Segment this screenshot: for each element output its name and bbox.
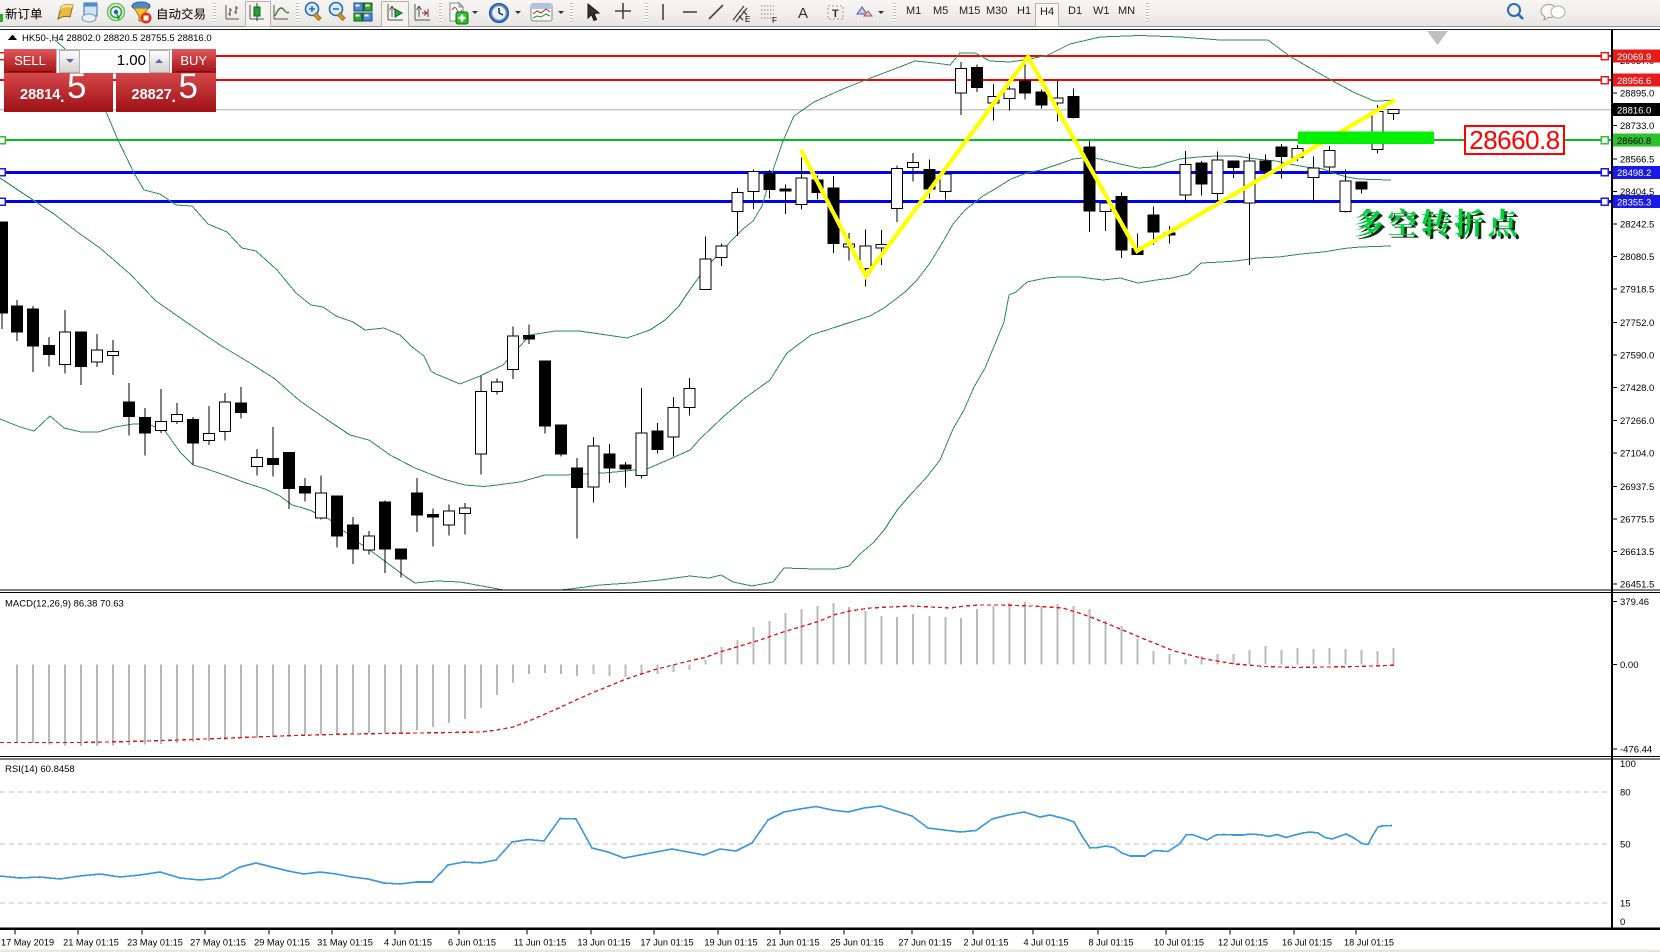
- svg-text:F: F: [772, 16, 777, 25]
- svg-text:21 Jun 01:15: 21 Jun 01:15: [766, 938, 819, 948]
- svg-text:RSI(14) 60.8458: RSI(14) 60.8458: [5, 764, 75, 775]
- svg-text:28566.5: 28566.5: [1620, 154, 1654, 165]
- svg-text:31 May 01:15: 31 May 01:15: [317, 938, 373, 948]
- svg-text:4 Jun 01:15: 4 Jun 01:15: [384, 938, 432, 948]
- svg-text:26451.5: 26451.5: [1620, 579, 1654, 590]
- svg-text:19 Jun 01:15: 19 Jun 01:15: [704, 938, 757, 948]
- svg-text:28733.0: 28733.0: [1620, 121, 1654, 132]
- svg-text:27752.0: 27752.0: [1620, 318, 1654, 329]
- svg-text:0.00: 0.00: [1620, 660, 1639, 671]
- svg-text:27 Jun 01:15: 27 Jun 01:15: [898, 938, 951, 948]
- svg-text:29 May 01:15: 29 May 01:15: [254, 938, 310, 948]
- svg-text:29069.9: 29069.9: [1617, 52, 1651, 63]
- svg-text:100: 100: [1620, 759, 1636, 770]
- svg-text:18 Jul 01:15: 18 Jul 01:15: [1344, 938, 1394, 948]
- svg-text:2 Jul 01:15: 2 Jul 01:15: [964, 938, 1009, 948]
- svg-text:11 Jun 01:15: 11 Jun 01:15: [514, 938, 566, 948]
- svg-text:28080.5: 28080.5: [1620, 252, 1654, 263]
- svg-text:27266.0: 27266.0: [1620, 416, 1654, 427]
- svg-text:8 Jul 01:15: 8 Jul 01:15: [1089, 938, 1134, 948]
- svg-text:10 Jul 01:15: 10 Jul 01:15: [1154, 938, 1204, 948]
- svg-text:12 Jul 01:15: 12 Jul 01:15: [1218, 938, 1268, 948]
- svg-text:379.46: 379.46: [1620, 597, 1649, 608]
- svg-text:28816.0: 28816.0: [1617, 106, 1651, 117]
- svg-text:6 Jun 01:15: 6 Jun 01:15: [448, 938, 496, 948]
- svg-text:13 Jun 01:15: 13 Jun 01:15: [577, 938, 630, 948]
- svg-text:27104.0: 27104.0: [1620, 448, 1654, 459]
- svg-text:17 Jun 01:15: 17 Jun 01:15: [640, 938, 693, 948]
- svg-text:28956.6: 28956.6: [1617, 76, 1651, 87]
- svg-text:E: E: [745, 15, 750, 24]
- svg-text:27 May 01:15: 27 May 01:15: [190, 938, 246, 948]
- svg-text:28895.0: 28895.0: [1620, 89, 1654, 100]
- svg-text:26937.5: 26937.5: [1620, 482, 1654, 493]
- svg-text:17 May 2019: 17 May 2019: [1, 938, 54, 948]
- svg-text:28498.2: 28498.2: [1617, 168, 1651, 179]
- svg-text:28355.3: 28355.3: [1617, 197, 1651, 208]
- svg-text:HK50-,H4 28802.0 28820.5 2875: HK50-,H4 28802.0 28820.5 28755.5 28816.0: [22, 33, 212, 44]
- svg-text:50: 50: [1620, 839, 1631, 850]
- svg-text:27428.0: 27428.0: [1620, 383, 1654, 394]
- svg-text:16 Jul 01:15: 16 Jul 01:15: [1282, 938, 1332, 948]
- svg-text:0: 0: [1620, 917, 1625, 928]
- svg-text:28660.8: 28660.8: [1617, 136, 1651, 147]
- svg-text:27590.0: 27590.0: [1620, 351, 1654, 362]
- svg-text:27918.5: 27918.5: [1620, 285, 1654, 296]
- svg-text:21 May 01:15: 21 May 01:15: [63, 938, 119, 948]
- svg-text:T: T: [832, 8, 839, 20]
- svg-text:MACD(12,26,9) 86.38 70.63: MACD(12,26,9) 86.38 70.63: [5, 599, 124, 610]
- svg-text:80: 80: [1620, 788, 1631, 799]
- svg-text:28404.5: 28404.5: [1620, 187, 1654, 198]
- svg-text:25 Jun 01:15: 25 Jun 01:15: [830, 938, 883, 948]
- svg-text:15: 15: [1620, 898, 1631, 909]
- svg-text:4 Jul 01:15: 4 Jul 01:15: [1024, 938, 1069, 948]
- svg-text:-476.44: -476.44: [1620, 745, 1652, 756]
- svg-text:26613.5: 26613.5: [1620, 547, 1654, 558]
- svg-text:26775.5: 26775.5: [1620, 514, 1654, 525]
- svg-text:28242.5: 28242.5: [1620, 220, 1654, 231]
- svg-text:23 May 01:15: 23 May 01:15: [127, 938, 183, 948]
